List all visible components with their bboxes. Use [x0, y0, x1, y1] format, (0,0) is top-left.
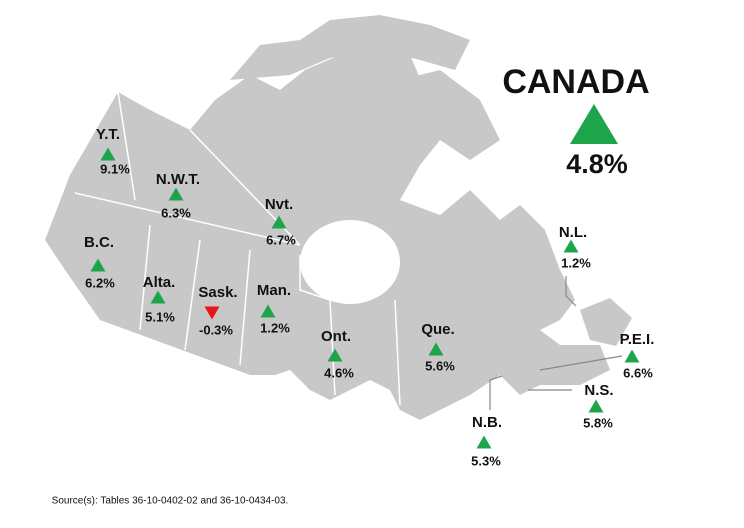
region-name: Alta. [143, 274, 176, 291]
region-change: 5.6% [425, 358, 455, 373]
region-name: Sask. [198, 284, 237, 301]
arctic-islands [230, 15, 470, 80]
newfoundland [580, 298, 632, 346]
hudson-bay [300, 220, 400, 304]
change-arrow [271, 215, 287, 229]
region-change: 1.2% [561, 255, 591, 270]
region-name: Ont. [321, 328, 351, 345]
region-change: 5.8% [583, 415, 613, 430]
leader-lines [489, 276, 623, 410]
region-name: N.L. [559, 224, 587, 241]
region-change: -0.3% [199, 322, 233, 337]
change-arrow [476, 435, 492, 449]
region-change: 6.2% [85, 275, 115, 290]
change-arrow [90, 258, 106, 272]
region-name: N.W.T. [156, 171, 200, 188]
change-arrow [327, 348, 343, 362]
source: Source(s): Tables 36-10-0402-02 and 36-1… [52, 496, 289, 507]
change-arrow [150, 290, 166, 304]
national-change: 4.8% [566, 149, 628, 179]
region-name: Que. [421, 321, 454, 338]
change-arrow [570, 104, 618, 144]
region-name: P.E.I. [620, 331, 655, 348]
title: CANADA [502, 63, 649, 101]
region-name: Y.T. [96, 126, 120, 143]
change-arrow [428, 342, 444, 356]
change-arrow [168, 187, 184, 201]
region-name: Man. [257, 282, 291, 299]
change-arrow [260, 304, 276, 318]
change-arrow [100, 147, 116, 161]
change-arrow [204, 306, 220, 320]
region-change: 5.1% [145, 309, 175, 324]
region-change: 4.6% [324, 365, 354, 380]
region-change: 6.7% [266, 232, 296, 247]
region-change: 6.6% [623, 365, 653, 380]
region-change: 6.3% [161, 205, 191, 220]
region-name: N.B. [472, 414, 502, 431]
change-arrow [563, 239, 579, 253]
baffin-island [400, 70, 500, 160]
change-arrow [624, 349, 640, 363]
region-change: 9.1% [100, 161, 130, 176]
change-arrow [588, 399, 604, 413]
region-name: B.C. [84, 234, 114, 251]
region-name: N.S. [584, 382, 613, 399]
region-change: 5.3% [471, 453, 501, 468]
region-name: Nvt. [265, 196, 293, 213]
region-change: 1.2% [260, 320, 290, 335]
